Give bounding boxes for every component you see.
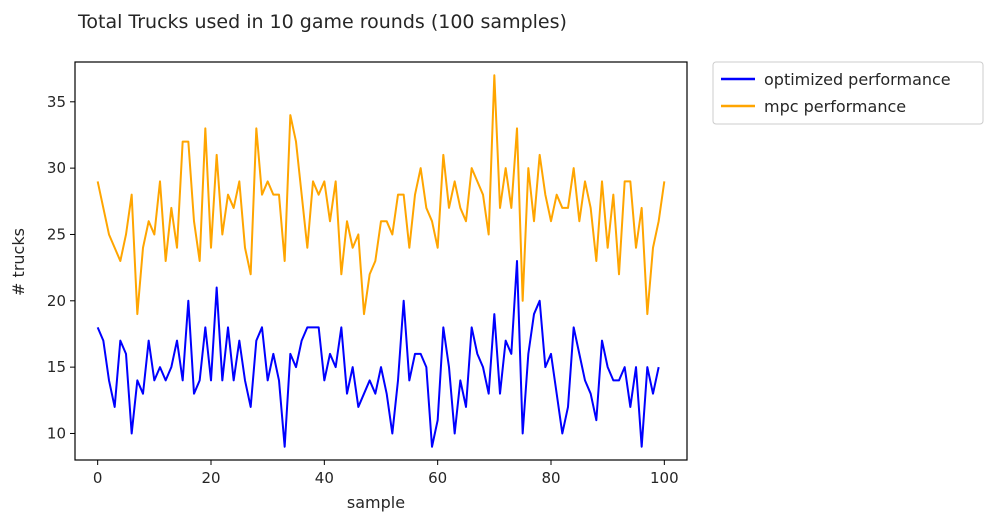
axes-frame	[74, 61, 688, 461]
y-tick-label-10: 10	[47, 424, 66, 442]
x-tick-label-40: 40	[315, 469, 334, 487]
y-axis-label: # trucks	[9, 228, 28, 296]
y-tick-label-15: 15	[47, 358, 66, 376]
y-tick-label-25: 25	[47, 225, 66, 243]
x-tick-label-80: 80	[541, 469, 560, 487]
y-tick-label-30: 30	[47, 159, 66, 177]
plot-area: 0 20 40 60 80 100 10 15 20 25 30 35	[47, 61, 688, 487]
legend-label-optimized: optimized performance	[764, 70, 951, 89]
x-tick-label-0: 0	[93, 469, 103, 487]
x-axis-label: sample	[347, 493, 405, 512]
series-line-optimized-performance	[96, 260, 660, 448]
legend-label-mpc: mpc performance	[764, 97, 906, 116]
x-tick-label-20: 20	[201, 469, 220, 487]
chart-title: Total Trucks used in 10 game rounds (100…	[77, 11, 567, 33]
series-line-mpc-performance	[96, 74, 666, 316]
y-tick-label-35: 35	[47, 93, 66, 111]
x-tick-label-60: 60	[428, 469, 447, 487]
y-tick-label-20: 20	[47, 292, 66, 310]
x-tick-label-100: 100	[650, 469, 679, 487]
legend: optimized performance mpc performance	[712, 61, 984, 125]
legend-frame	[712, 61, 984, 125]
